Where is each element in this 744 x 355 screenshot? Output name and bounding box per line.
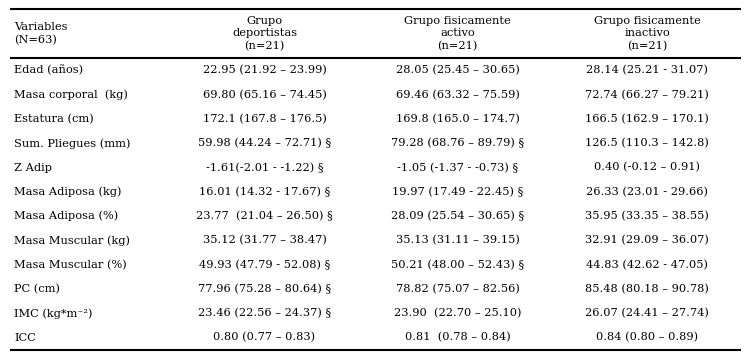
Text: 16.01 (14.32 - 17.67) §: 16.01 (14.32 - 17.67) § bbox=[199, 187, 330, 197]
Text: IMC (kg*m⁻²): IMC (kg*m⁻²) bbox=[14, 308, 93, 318]
Text: 23.90  (22.70 – 25.10): 23.90 (22.70 – 25.10) bbox=[394, 308, 522, 318]
Text: ICC: ICC bbox=[14, 333, 36, 343]
Text: 0.81  (0.78 – 0.84): 0.81 (0.78 – 0.84) bbox=[405, 332, 510, 343]
Text: 69.80 (65.16 – 74.45): 69.80 (65.16 – 74.45) bbox=[202, 89, 327, 100]
Text: Variables
(N=63): Variables (N=63) bbox=[14, 22, 68, 45]
Text: Estatura (cm): Estatura (cm) bbox=[14, 114, 94, 124]
Text: 23.77  (21.04 – 26.50) §: 23.77 (21.04 – 26.50) § bbox=[196, 211, 333, 221]
Text: Masa Muscular (kg): Masa Muscular (kg) bbox=[14, 235, 130, 246]
Text: 35.12 (31.77 – 38.47): 35.12 (31.77 – 38.47) bbox=[202, 235, 327, 246]
Text: 77.96 (75.28 – 80.64) §: 77.96 (75.28 – 80.64) § bbox=[198, 284, 331, 294]
Text: 69.46 (63.32 – 75.59): 69.46 (63.32 – 75.59) bbox=[396, 89, 519, 100]
Text: 0.80 (0.77 – 0.83): 0.80 (0.77 – 0.83) bbox=[214, 332, 315, 343]
Text: 35.95 (33.35 – 38.55): 35.95 (33.35 – 38.55) bbox=[586, 211, 709, 221]
Text: Grupo fisicamente
activo
(n=21): Grupo fisicamente activo (n=21) bbox=[405, 16, 511, 51]
Text: 166.5 (162.9 – 170.1): 166.5 (162.9 – 170.1) bbox=[586, 114, 709, 124]
Text: 0.84 (0.80 – 0.89): 0.84 (0.80 – 0.89) bbox=[596, 332, 699, 343]
Text: 28.09 (25.54 – 30.65) §: 28.09 (25.54 – 30.65) § bbox=[391, 211, 525, 221]
Text: 50.21 (48.00 – 52.43) §: 50.21 (48.00 – 52.43) § bbox=[391, 260, 525, 270]
Text: 19.97 (17.49 - 22.45) §: 19.97 (17.49 - 22.45) § bbox=[392, 187, 523, 197]
Text: 169.8 (165.0 – 174.7): 169.8 (165.0 – 174.7) bbox=[396, 114, 519, 124]
Text: 79.28 (68.76 – 89.79) §: 79.28 (68.76 – 89.79) § bbox=[391, 138, 525, 148]
Text: 23.46 (22.56 – 24.37) §: 23.46 (22.56 – 24.37) § bbox=[198, 308, 331, 318]
Text: 32.91 (29.09 – 36.07): 32.91 (29.09 – 36.07) bbox=[586, 235, 709, 246]
Text: 72.74 (66.27 – 79.21): 72.74 (66.27 – 79.21) bbox=[586, 89, 709, 100]
Text: Grupo
deportistas
(n=21): Grupo deportistas (n=21) bbox=[232, 16, 297, 51]
Text: 26.33 (23.01 - 29.66): 26.33 (23.01 - 29.66) bbox=[586, 187, 708, 197]
Text: 22.95 (21.92 – 23.99): 22.95 (21.92 – 23.99) bbox=[202, 65, 327, 76]
Text: 28.05 (25.45 – 30.65): 28.05 (25.45 – 30.65) bbox=[396, 65, 519, 76]
Text: 172.1 (167.8 – 176.5): 172.1 (167.8 – 176.5) bbox=[202, 114, 327, 124]
Text: -1.61(-2.01 - -1.22) §: -1.61(-2.01 - -1.22) § bbox=[206, 162, 324, 173]
Text: Masa Muscular (%): Masa Muscular (%) bbox=[14, 260, 127, 270]
Text: Sum. Pliegues (mm): Sum. Pliegues (mm) bbox=[14, 138, 131, 148]
Text: 49.93 (47.79 - 52.08) §: 49.93 (47.79 - 52.08) § bbox=[199, 260, 330, 270]
Text: Masa Adiposa (kg): Masa Adiposa (kg) bbox=[14, 187, 121, 197]
Text: 85.48 (80.18 – 90.78): 85.48 (80.18 – 90.78) bbox=[586, 284, 709, 294]
Text: PC (cm): PC (cm) bbox=[14, 284, 60, 294]
Text: Masa Adiposa (%): Masa Adiposa (%) bbox=[14, 211, 118, 222]
Text: Grupo fisicamente
inactivo
(n=21): Grupo fisicamente inactivo (n=21) bbox=[594, 16, 701, 51]
Text: Z Adip: Z Adip bbox=[14, 163, 52, 173]
Text: 44.83 (42.62 - 47.05): 44.83 (42.62 - 47.05) bbox=[586, 260, 708, 270]
Text: 59.98 (44.24 – 72.71) §: 59.98 (44.24 – 72.71) § bbox=[198, 138, 331, 148]
Text: Edad (años): Edad (años) bbox=[14, 65, 83, 76]
Text: -1.05 (-1.37 - -0.73) §: -1.05 (-1.37 - -0.73) § bbox=[397, 162, 519, 173]
Text: 26.07 (24.41 – 27.74): 26.07 (24.41 – 27.74) bbox=[586, 308, 709, 318]
Text: 78.82 (75.07 – 82.56): 78.82 (75.07 – 82.56) bbox=[396, 284, 519, 294]
Text: 0.40 (-0.12 – 0.91): 0.40 (-0.12 – 0.91) bbox=[594, 162, 700, 173]
Text: 35.13 (31.11 – 39.15): 35.13 (31.11 – 39.15) bbox=[396, 235, 519, 246]
Text: Masa corporal  (kg): Masa corporal (kg) bbox=[14, 89, 128, 100]
Text: 28.14 (25.21 - 31.07): 28.14 (25.21 - 31.07) bbox=[586, 65, 708, 76]
Text: 126.5 (110.3 – 142.8): 126.5 (110.3 – 142.8) bbox=[586, 138, 709, 148]
